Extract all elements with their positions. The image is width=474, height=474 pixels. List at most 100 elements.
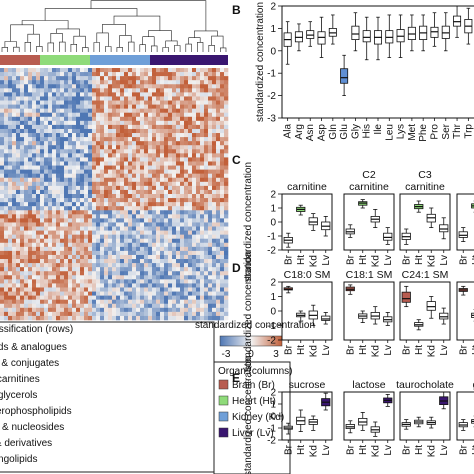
heatmap-cell bbox=[24, 263, 29, 268]
heatmap-cell bbox=[0, 238, 5, 244]
heatmap-cell bbox=[224, 128, 229, 134]
heatmap-cell bbox=[104, 263, 109, 268]
heatmap-cell bbox=[4, 149, 9, 154]
heatmap-cell bbox=[196, 133, 201, 138]
heatmap-cell bbox=[108, 271, 113, 276]
heatmap-cell bbox=[212, 202, 217, 207]
heatmap-cell bbox=[132, 153, 137, 158]
heatmap-cell bbox=[180, 157, 185, 162]
heatmap-cell bbox=[136, 254, 141, 260]
heatmap-cell bbox=[180, 173, 185, 179]
heatmap-cell bbox=[164, 263, 169, 268]
heatmap-cell bbox=[144, 283, 149, 288]
heatmap-cell bbox=[72, 218, 77, 223]
heatmap-cell bbox=[56, 307, 61, 313]
heatmap-cell bbox=[76, 250, 81, 256]
heatmap-cell bbox=[12, 92, 17, 97]
organ-item: Kidney (Kd) bbox=[232, 412, 284, 423]
heatmap-cell bbox=[84, 116, 89, 122]
heatmap-cell bbox=[24, 275, 29, 280]
subplot-title: C18:0 SM bbox=[284, 269, 331, 281]
heatmap-cell bbox=[116, 189, 121, 195]
heatmap-cell bbox=[116, 76, 121, 81]
heatmap-cell bbox=[108, 165, 113, 170]
heatmap-cell bbox=[96, 153, 101, 158]
heatmap-cell bbox=[84, 141, 89, 146]
heatmap-cell bbox=[84, 311, 89, 317]
heatmap-cell bbox=[164, 149, 169, 154]
heatmap-cell bbox=[140, 202, 145, 207]
heatmap-cell bbox=[104, 157, 109, 162]
heatmap-cell bbox=[176, 76, 181, 81]
heatmap-cell bbox=[64, 287, 69, 292]
heatmap-cell bbox=[156, 149, 161, 154]
heatmap-cell bbox=[116, 124, 121, 130]
heatmap-cell bbox=[180, 198, 185, 203]
heatmap-cell bbox=[56, 279, 61, 284]
heatmap-cell bbox=[212, 149, 217, 154]
heatmap-cell bbox=[184, 271, 189, 276]
heatmap-cell bbox=[196, 72, 201, 77]
heatmap-cell bbox=[216, 124, 221, 130]
heatmap-cell bbox=[48, 299, 53, 305]
heatmap-cell bbox=[160, 275, 165, 280]
heatmap-cell bbox=[4, 181, 9, 187]
heatmap-cell bbox=[60, 157, 65, 162]
heatmap-cell bbox=[108, 263, 113, 268]
heatmap-cell bbox=[68, 230, 73, 235]
heatmap-cell bbox=[80, 263, 85, 268]
heatmap-cell bbox=[136, 72, 141, 77]
heatmap-cell bbox=[136, 92, 141, 97]
heatmap-cell bbox=[100, 112, 105, 118]
heatmap-cell bbox=[208, 189, 213, 195]
heatmap-cell bbox=[180, 275, 185, 280]
heatmap-cell bbox=[152, 299, 157, 305]
heatmap-cell bbox=[44, 263, 49, 268]
heatmap-cell bbox=[8, 295, 13, 300]
heatmap-cell bbox=[108, 133, 113, 138]
heatmap-cell bbox=[16, 149, 21, 154]
heatmap-cell bbox=[136, 124, 141, 130]
class-item: Sterols & derivatives bbox=[0, 438, 52, 449]
heatmap-cell bbox=[136, 275, 141, 280]
heatmap-cell bbox=[220, 303, 225, 309]
heatmap-cell bbox=[136, 161, 141, 166]
heatmap-cell bbox=[196, 124, 201, 130]
heatmap-cell bbox=[76, 295, 81, 300]
heatmap-cell bbox=[92, 80, 97, 85]
heatmap-cell bbox=[8, 263, 13, 268]
heatmap-cell bbox=[152, 189, 157, 195]
heatmap-cell bbox=[12, 210, 17, 215]
heatmap-cell bbox=[140, 177, 145, 183]
heatmap-cell bbox=[24, 254, 29, 260]
heatmap-cell bbox=[72, 194, 77, 199]
heatmap-cell bbox=[32, 218, 37, 223]
dendrogram-branch bbox=[59, 41, 66, 52]
heatmap-cell bbox=[76, 279, 81, 284]
heatmap-cell bbox=[152, 120, 157, 126]
heatmap-cell bbox=[108, 145, 113, 150]
heatmap-cell bbox=[76, 246, 81, 252]
heatmap-cell bbox=[112, 72, 117, 77]
box bbox=[401, 291, 411, 303]
heatmap-cell bbox=[8, 133, 13, 138]
heatmap-cell bbox=[24, 234, 29, 240]
heatmap-cell bbox=[176, 92, 181, 97]
heatmap-cell bbox=[4, 315, 9, 321]
heatmap-cell bbox=[84, 189, 89, 195]
heatmap-cell bbox=[96, 259, 101, 264]
heatmap-cell bbox=[4, 271, 9, 276]
heatmap-cell bbox=[192, 242, 197, 248]
heatmap-cell bbox=[156, 214, 161, 219]
heatmap-cell bbox=[184, 128, 189, 134]
heatmap-cell bbox=[96, 275, 101, 280]
heatmap-cell bbox=[160, 108, 165, 114]
heatmap-cell bbox=[24, 291, 29, 296]
heatmap-cell bbox=[80, 165, 85, 170]
heatmap-cell bbox=[116, 198, 121, 203]
heatmap-cell bbox=[104, 141, 109, 146]
heatmap-cell bbox=[72, 311, 77, 317]
heatmap-cell bbox=[60, 120, 65, 126]
heatmap-cell bbox=[36, 128, 41, 134]
heatmap-cell bbox=[48, 165, 53, 170]
